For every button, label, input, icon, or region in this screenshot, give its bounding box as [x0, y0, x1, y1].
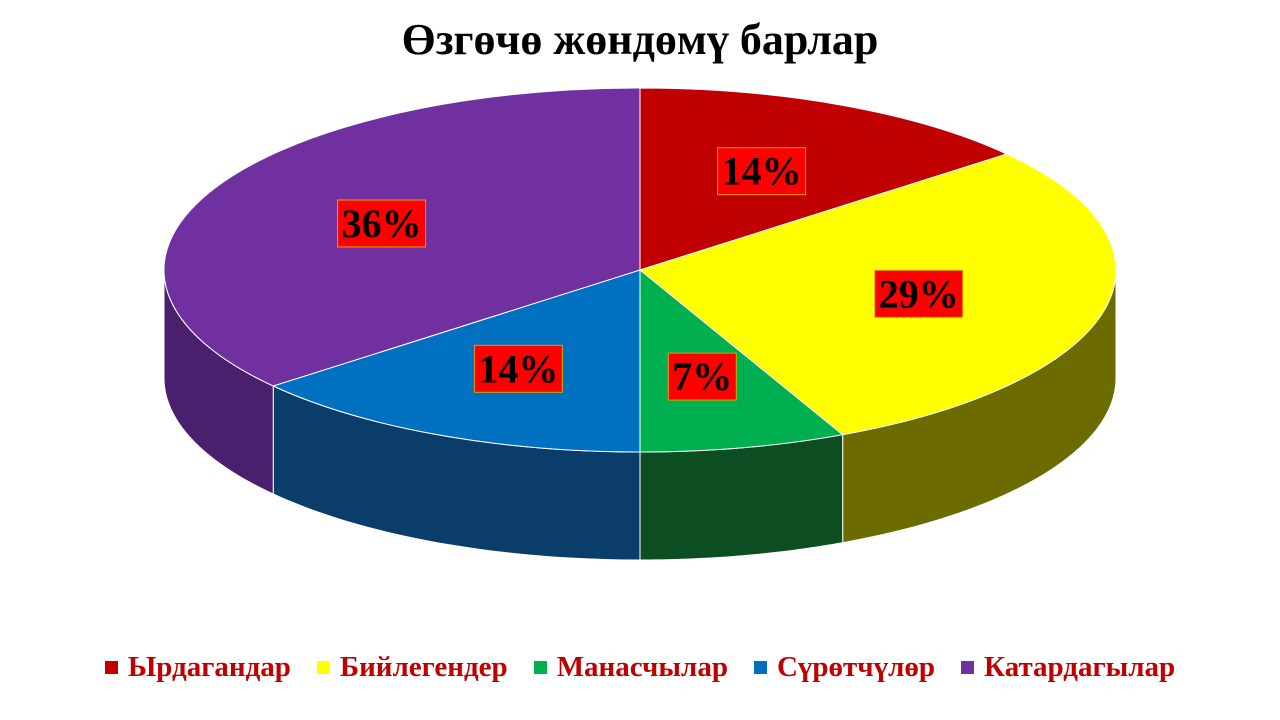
data-label-box-3 [667, 352, 737, 401]
data-label-2: 29% [874, 269, 964, 318]
legend-swatch-1 [104, 661, 118, 674]
legend-item-5: Катардагылар [961, 651, 1175, 684]
legend-item-4: Сүрөтчүлөр [753, 651, 936, 684]
data-label-3: 7% [667, 352, 737, 401]
legend: Ырдагандар Бийлегендер Манасчылар Сүрөтчүлө… [0, 651, 1280, 684]
legend-label-4: Сүрөтчүлөр [776, 651, 936, 683]
pie-top [163, 87, 1117, 453]
data-label-5: 36% [337, 199, 427, 248]
pie-sides [163, 269, 1117, 561]
data-label-text-1: 14% [722, 149, 802, 194]
data-label-box-2 [874, 269, 964, 318]
legend-item-1: Ырдагандар [104, 651, 291, 684]
data-label-text-4: 14% [478, 346, 558, 391]
data-label-text-2: 29% [879, 271, 959, 316]
legend-item-2: Бийлегендер [316, 651, 508, 684]
legend-swatch-5 [961, 661, 975, 674]
data-label-box-5 [337, 199, 427, 248]
data-label-text-5: 36% [342, 201, 422, 246]
legend-swatch-2 [316, 661, 330, 674]
chart-title: Өзгөчө жөндөмү барлар [401, 15, 879, 64]
pie-side-3 [639, 434, 844, 561]
data-label-4: 14% [473, 344, 563, 393]
data-label-box-4 [473, 344, 563, 393]
pie-labels: 14% 29% 7% 14% 36% [337, 147, 964, 401]
legend-label-3: Манасчылар [556, 651, 728, 683]
data-label-box-1 [717, 147, 807, 196]
legend-label-5: Катардагылар [984, 651, 1176, 683]
pie-slice-1 [639, 87, 1009, 271]
pie-slice-3 [639, 268, 844, 453]
legend-label-1: Ырдагандар [127, 651, 291, 683]
pie-slice-4 [271, 269, 641, 453]
legend-item-3: Манасчылар [533, 651, 728, 684]
data-label-1: 14% [717, 147, 807, 196]
legend-label-2: Бийлегендер [339, 651, 508, 683]
legend-swatch-3 [533, 661, 547, 674]
legend-swatch-4 [753, 661, 767, 674]
data-label-text-3: 7% [672, 354, 732, 399]
